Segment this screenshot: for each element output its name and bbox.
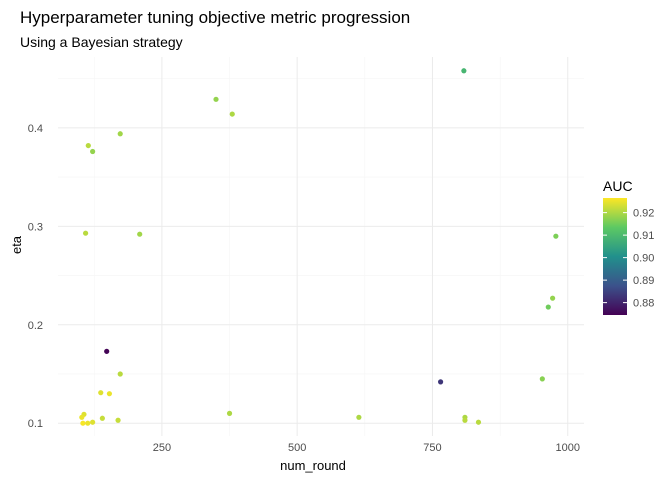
- data-point: [545, 304, 551, 310]
- data-point: [137, 231, 143, 237]
- data-point: [553, 233, 559, 239]
- data-point: [80, 420, 86, 426]
- data-point: [79, 414, 85, 420]
- color-legend: AUC 0.88 0.89 0.90 0.91 0.92: [603, 178, 654, 315]
- legend-title: AUC: [603, 178, 633, 194]
- data-point: [213, 96, 219, 102]
- data-points: [79, 68, 559, 426]
- y-tick-label: 0.4: [28, 123, 43, 135]
- data-point: [461, 68, 467, 74]
- data-point: [104, 348, 110, 354]
- y-tick-label: 0.2: [28, 320, 43, 332]
- y-tick-label: 0.1: [28, 418, 43, 430]
- data-point: [98, 390, 104, 396]
- minor-gridlines: [58, 57, 584, 436]
- data-point: [90, 419, 96, 425]
- data-point: [550, 295, 556, 301]
- data-point: [82, 230, 89, 236]
- plot-panel: [58, 57, 584, 436]
- legend-break-label: 0.90: [633, 253, 654, 265]
- x-tick-label: 1000: [556, 442, 580, 454]
- data-point: [85, 420, 91, 426]
- legend-ticks: 0.88 0.89 0.90 0.91 0.92: [603, 208, 654, 310]
- x-axis-title: num_round: [280, 458, 346, 473]
- data-point: [99, 415, 105, 421]
- x-tick-label: 250: [153, 442, 171, 454]
- data-point: [117, 131, 123, 137]
- data-point: [226, 410, 233, 416]
- legend-break-label: 0.92: [633, 208, 654, 220]
- y-axis-title: eta: [9, 235, 24, 254]
- legend-colorbar: [603, 198, 627, 315]
- legend-break-label: 0.88: [633, 298, 654, 310]
- x-axis-ticks: 250 500 750 1000: [153, 442, 580, 454]
- data-point: [90, 148, 96, 155]
- data-point: [117, 371, 123, 377]
- x-tick-label: 750: [423, 442, 441, 454]
- data-point: [462, 417, 468, 423]
- data-point: [437, 379, 444, 385]
- data-point: [85, 142, 91, 149]
- data-point: [229, 111, 235, 117]
- chart-title: Hyperparameter tuning objective metric p…: [20, 8, 410, 27]
- x-tick-label: 500: [288, 442, 306, 454]
- data-point: [115, 417, 121, 423]
- y-axis-ticks: 0.1 0.2 0.3 0.4: [28, 123, 43, 430]
- data-point: [539, 376, 545, 382]
- legend-break-label: 0.91: [633, 230, 654, 242]
- legend-break-label: 0.89: [633, 275, 654, 287]
- y-tick-label: 0.3: [28, 221, 43, 233]
- data-point: [356, 414, 362, 420]
- data-point: [106, 391, 113, 397]
- chart-subtitle: Using a Bayesian strategy: [20, 34, 183, 50]
- major-gridlines: [58, 57, 584, 436]
- data-point: [475, 419, 482, 425]
